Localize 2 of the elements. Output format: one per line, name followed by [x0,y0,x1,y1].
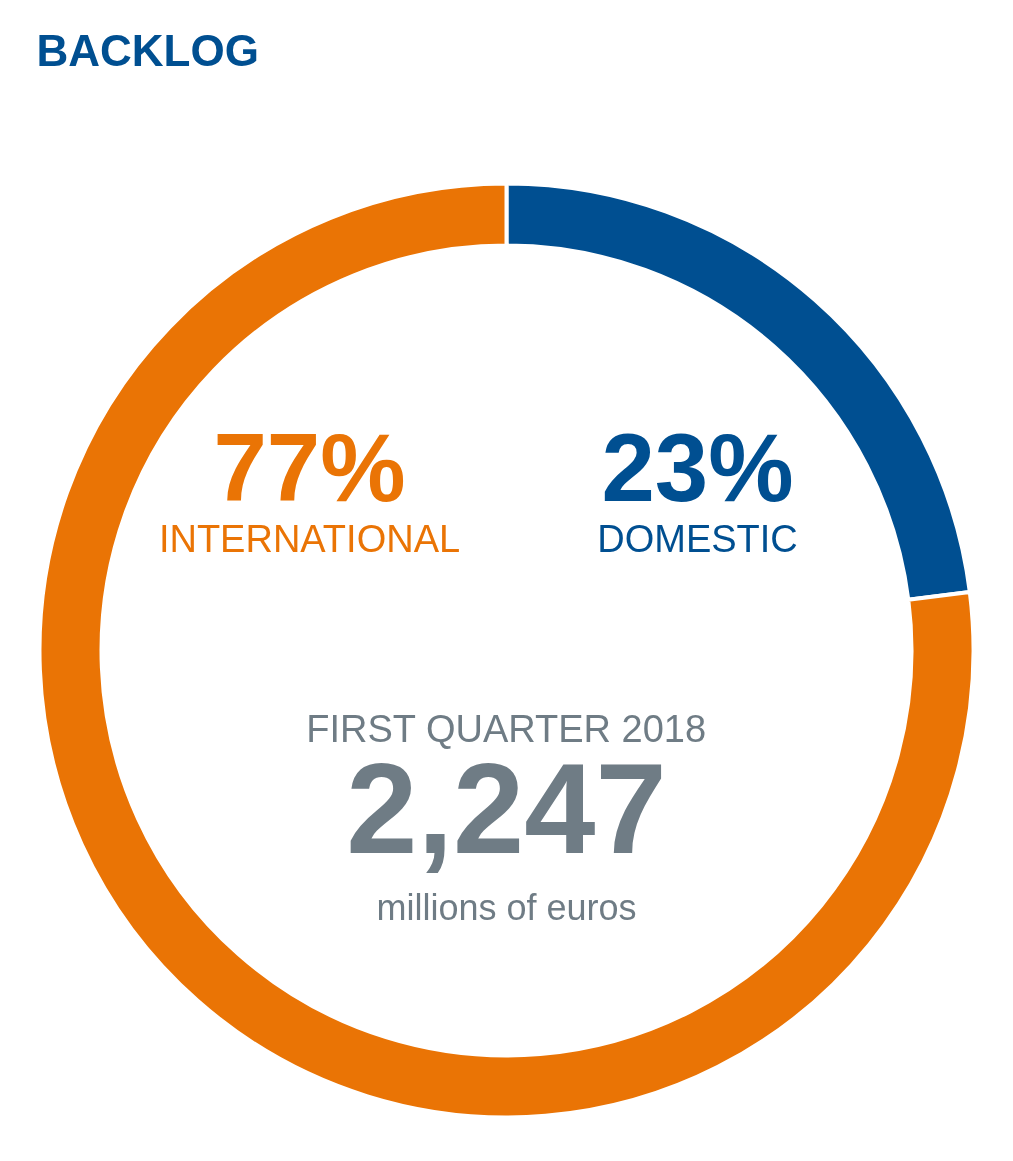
text: millions of euros [376,887,637,928]
chart-title: BACKLOG [36,26,259,75]
